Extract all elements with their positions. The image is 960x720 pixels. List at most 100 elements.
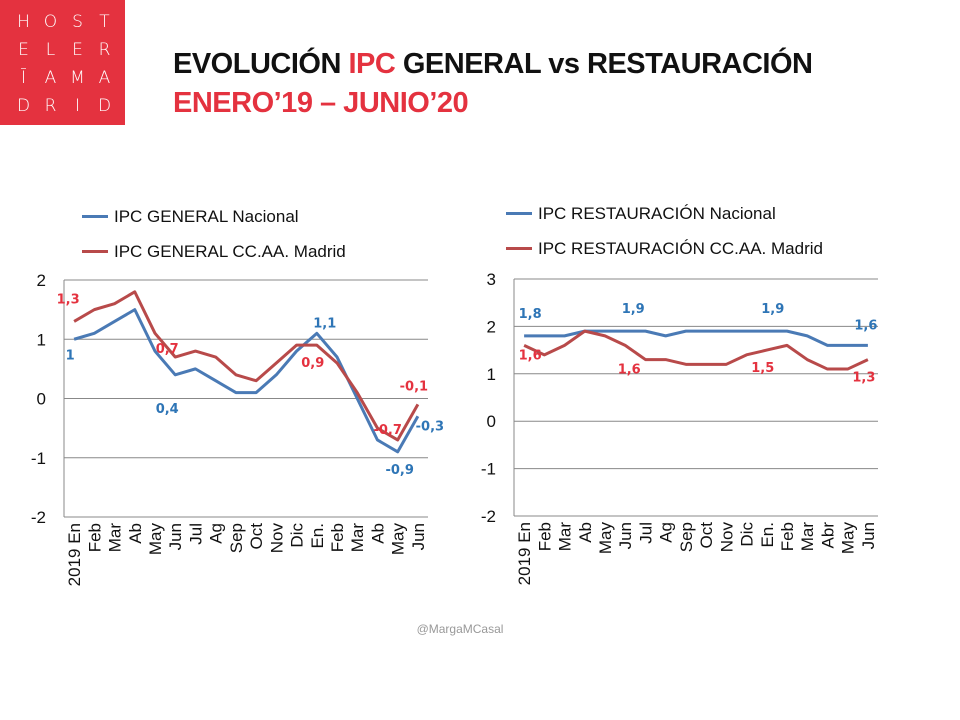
y-tick-label: 3 [487,270,496,289]
logo-letter: T [99,12,110,32]
x-tick-label: May [596,522,615,555]
data-label: 1,9 [622,302,645,317]
x-tick-label: Feb [85,523,104,552]
data-label: -0,7 [373,423,401,438]
data-label: 1,8 [519,307,542,322]
x-tick-label: Mar [348,523,367,553]
x-tick-label: Sep [677,522,696,552]
x-tick-label: Jun [859,522,878,549]
logo-letter: R [98,40,111,60]
data-label: -0,9 [385,463,413,478]
x-tick-label: Oct [247,523,266,550]
x-tick-label: Dic [288,523,307,548]
x-tick-label: Ab [368,523,387,544]
x-tick-label: Feb [778,522,797,551]
logo-letter: L [45,40,56,60]
data-label: 1,6 [854,318,877,333]
x-tick-label: Jun [409,523,428,550]
x-tick-label: Nov [267,523,286,554]
x-tick-label: Feb [328,523,347,552]
x-tick-label: Mar [106,523,125,553]
logo-letter: E [18,40,29,60]
logo-letter: M [70,68,85,88]
data-label: 1,5 [751,361,774,376]
x-tick-label: Oct [697,522,716,549]
x-tick-label: En. [758,522,777,548]
x-tick-label: Jun [616,522,635,549]
legend-item: IPC GENERAL CC.AA. Madrid [82,234,346,269]
y-tick-label: -2 [481,507,496,526]
logo-letter: A [44,68,57,88]
y-tick-label: -1 [31,449,46,468]
logo-letter: D [16,96,31,116]
data-label: -0,3 [416,419,444,434]
logo-letter: S [72,12,83,32]
series-line-madrid [73,290,420,442]
x-tick-label: Mar [556,522,575,552]
logo-letter: R [44,96,57,116]
data-label: 1,9 [761,302,784,317]
y-tick-label: 2 [37,271,46,290]
data-label: 1,6 [618,362,641,377]
legend-label: IPC RESTAURACIÓN Nacional [538,203,776,223]
data-label: 1,3 [852,371,875,386]
x-tick-label: May [146,523,165,556]
legend-line-icon [506,212,532,215]
x-tick-label: Dic [738,522,757,547]
logo-letter: E [72,40,83,60]
x-tick-label: May [839,522,858,555]
data-label: 1,6 [519,348,542,363]
series-line-nacional [73,308,420,454]
y-tick-label: -1 [481,460,496,479]
y-tick-label: 0 [37,390,46,409]
x-tick-label: Ab [576,522,595,543]
x-tick-label: Ag [657,522,676,543]
x-tick-label: En. [308,523,327,549]
y-tick-label: -2 [31,508,46,527]
legend-item: IPC RESTAURACIÓN CC.AA. Madrid [506,231,823,266]
legend-left: IPC GENERAL Nacional IPC GENERAL CC.AA. … [82,199,346,269]
title-text: EVOLUCIÓN [173,48,349,80]
title-highlight: IPC [348,48,396,80]
legend-label: IPC GENERAL Nacional [114,206,299,226]
legend-line-icon [82,250,108,253]
data-label: 1 [66,348,75,363]
legend-line-icon [506,247,532,250]
data-label: -0,1 [400,379,428,394]
y-tick-label: 1 [487,365,496,384]
logo-letter: A [98,68,111,88]
x-tick-label: Ab [126,523,145,544]
y-tick-label: 2 [487,317,496,336]
logo-letter: O [43,12,58,32]
data-label: 0,9 [301,356,324,371]
logo-letter: D [97,96,112,116]
x-tick-label: Nov [717,522,736,553]
legend-item: IPC RESTAURACIÓN Nacional [506,196,823,231]
x-tick-label: Sep [227,523,246,553]
x-tick-label: Mar [798,522,817,552]
x-tick-label: May [389,523,408,556]
x-tick-label: Ag [207,523,226,544]
credit-text: @MargaMCasal [416,622,504,636]
y-tick-label: 1 [37,330,46,349]
legend-label: IPC GENERAL CC.AA. Madrid [114,241,346,261]
page-subtitle: ENERO’19 – JUNIO’20 [173,87,469,119]
legend-line-icon [82,215,108,218]
legend-right: IPC RESTAURACIÓN Nacional IPC RESTAURACI… [506,196,823,266]
data-label: 0,7 [156,342,179,357]
y-tick-label: 0 [487,412,496,431]
x-tick-label: Jul [186,523,205,545]
logo-letter: H [17,12,30,32]
legend-item: IPC GENERAL Nacional [82,199,346,234]
logo-letter: I [74,96,80,116]
data-label: 0,4 [156,402,179,417]
logo-letter: Ī [20,68,26,88]
data-label: 1,1 [313,316,336,331]
title-text-2: GENERAL vs RESTAURACIÓN [395,48,813,80]
series-line-madrid [523,329,869,371]
x-tick-label: Abr [818,522,837,549]
x-tick-label: 2019 En [515,522,534,585]
